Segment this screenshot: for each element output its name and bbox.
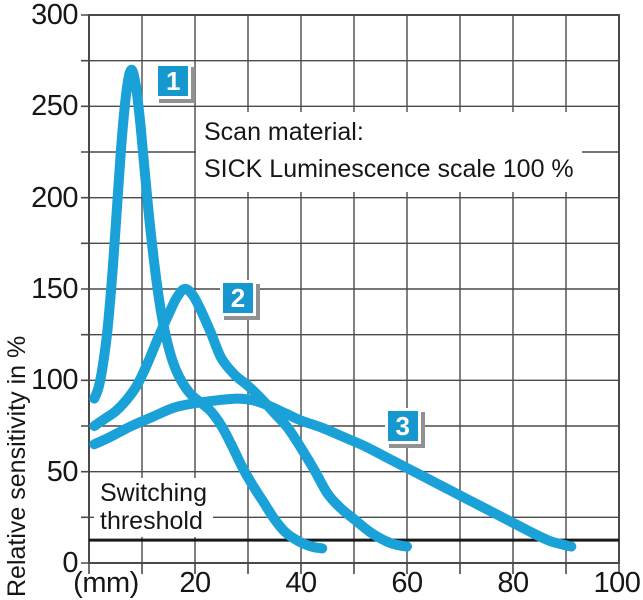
curve-1 [89,64,328,554]
scan-material-line2: SICK Luminescence scale 100 % [204,155,574,183]
x-tick-80: 80 [497,567,529,599]
threshold-line2: threshold [100,507,203,535]
axis-ticks [81,14,620,574]
curve-3-badge: 3 [384,408,421,444]
y-axis-title: Relative sensitivity in % [3,335,31,597]
threshold-line1: Switching [100,479,207,507]
y-tick-0: 0 [62,547,78,579]
curve-2 [89,283,412,552]
y-tick-200: 200 [31,182,78,214]
y-tick-50: 50 [46,456,79,488]
scan-material-line1: Scan material: [204,118,364,146]
x-tick-100: 100 [593,567,641,599]
x-unit-label: (mm) [73,567,139,599]
curve-2-badge: 2 [219,280,256,317]
x-tick-20: 20 [179,567,211,599]
y-tick-100: 100 [31,364,78,396]
x-tick-40: 40 [285,567,317,599]
curve-3 [89,393,577,552]
x-tick-60: 60 [391,567,423,599]
switching-threshold-note: Switching threshold [94,478,213,537]
y-tick-150: 150 [31,273,78,305]
y-tick-300: 300 [31,0,78,31]
curve-1-badge: 1 [155,62,192,99]
y-tick-250: 250 [31,90,78,122]
scan-material-note: Scan material: SICK Luminescence scale 1… [196,112,582,192]
